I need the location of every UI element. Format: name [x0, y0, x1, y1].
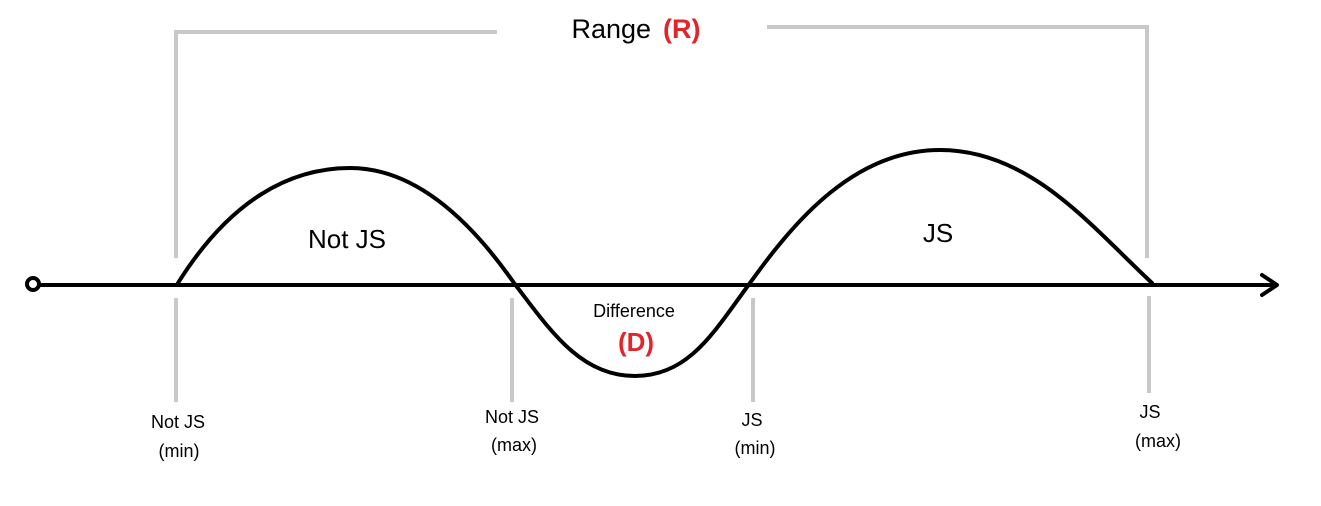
- marker-js-max-line2: (max): [1135, 431, 1181, 451]
- range-word: Range: [571, 14, 651, 44]
- range-symbol: (R): [663, 14, 700, 44]
- range-title: Range (R): [571, 14, 700, 44]
- marker-js-min-line1: JS: [741, 410, 762, 430]
- marker-labels: Not JS (min) Not JS (max) JS (min) JS (m…: [151, 402, 1181, 461]
- marker-not-js-min-line2: (min): [159, 441, 200, 461]
- marker-js-min-line2: (min): [735, 438, 776, 458]
- range-bracket-right: [767, 25, 1149, 258]
- marker-js-max-line1: JS: [1139, 402, 1160, 422]
- region-label-js: JS: [923, 218, 953, 248]
- axis-arrowhead: [1260, 273, 1279, 297]
- axis-origin-dot: [25, 276, 41, 292]
- marker-ticks: [174, 296, 1151, 402]
- wave-curve: [176, 148, 1154, 378]
- marker-not-js-max-line2: (max): [491, 435, 537, 455]
- difference-word: Difference: [593, 301, 675, 321]
- region-label-not-js: Not JS: [308, 224, 386, 254]
- marker-not-js-min-line1: Not JS: [151, 412, 205, 432]
- range-bracket: [174, 25, 1149, 258]
- range-bracket-left: [174, 30, 497, 258]
- difference-symbol: (D): [618, 327, 654, 357]
- marker-not-js-max-line1: Not JS: [485, 407, 539, 427]
